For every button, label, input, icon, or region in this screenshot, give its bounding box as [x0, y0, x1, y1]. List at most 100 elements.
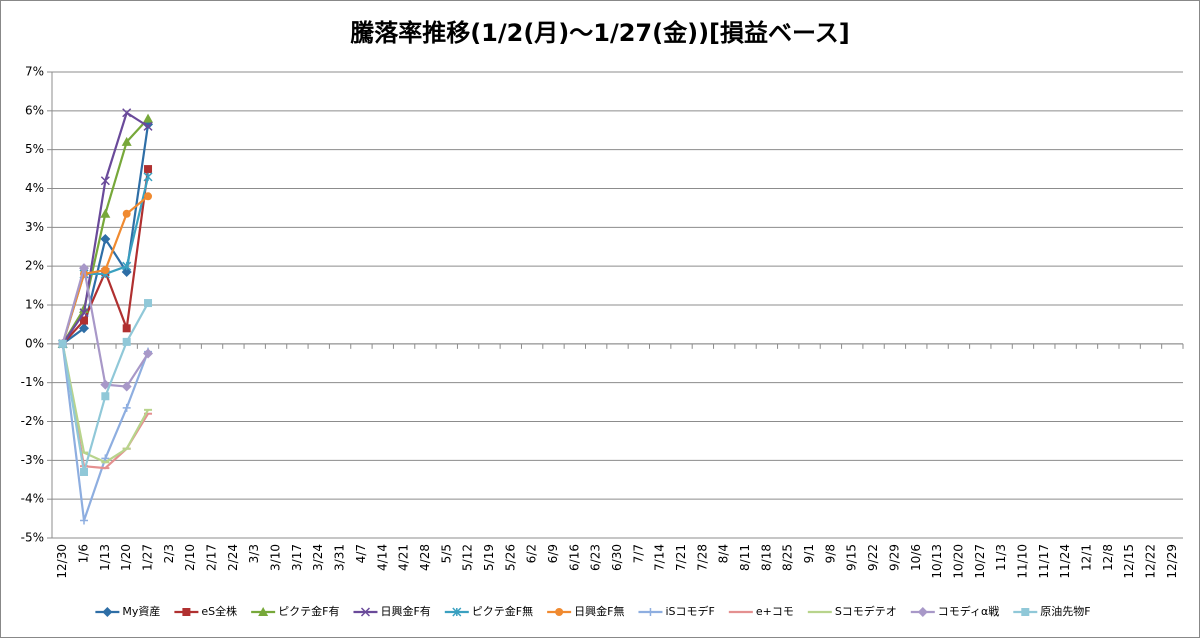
legend-item: ピクテ金F無: [444, 604, 533, 618]
y-tick-label: 0%: [25, 336, 44, 350]
x-tick-label: 8/25: [781, 544, 795, 571]
marker: [100, 208, 111, 218]
legend-item: Sコモデテオ: [807, 604, 897, 618]
marker: [122, 209, 131, 218]
legend-item: iSコモデF: [638, 604, 715, 618]
y-tick-label: 6%: [25, 103, 44, 117]
marker: [144, 299, 153, 308]
marker: [80, 516, 89, 525]
marker: [122, 324, 131, 333]
x-tick-label: 3/17: [290, 544, 304, 571]
x-tick-label: 11/17: [1037, 544, 1051, 579]
legend-label: ピクテ金F無: [472, 604, 533, 618]
x-tick-label: 6/30: [610, 544, 624, 571]
y-tick-label: -3%: [21, 453, 44, 467]
legend-label: e+コモ: [756, 605, 794, 618]
marker: [1021, 608, 1030, 616]
x-tick-label: 4/21: [397, 544, 411, 571]
marker: [58, 339, 67, 348]
x-tick-label: 1/27: [141, 544, 155, 571]
legend-item: 日興金F無: [547, 604, 624, 618]
y-tick-label: 7%: [25, 65, 44, 79]
marker: [258, 607, 269, 616]
x-tick-label: 9/8: [823, 544, 837, 563]
x-tick-label: 2/17: [205, 544, 219, 571]
marker: [101, 392, 110, 401]
y-tick-label: 2%: [25, 259, 44, 273]
marker: [121, 381, 132, 392]
marker: [102, 607, 113, 617]
x-tick-label: 4/7: [354, 544, 368, 563]
legend-label: iSコモデF: [665, 604, 714, 618]
x-tick-label: 1/6: [77, 544, 91, 563]
legend-label: 日興金F有: [380, 604, 430, 618]
x-tick-label: 5/5: [439, 544, 453, 563]
x-tick-label: 9/15: [845, 544, 859, 571]
x-tick-label: 12/8: [1101, 544, 1115, 571]
legend-label: コモディα戦: [938, 604, 999, 618]
legend-label: My資産: [122, 605, 160, 618]
x-tick-label: 4/14: [375, 544, 389, 571]
x-tick-label: 3/31: [333, 544, 347, 571]
x-tick-label: 12/1: [1079, 544, 1093, 571]
x-tick-label: 6/9: [546, 544, 560, 563]
x-tick-label: 2/10: [183, 544, 197, 571]
x-tick-label: 3/10: [269, 544, 283, 571]
legend-item: My資産: [95, 605, 160, 618]
marker: [144, 192, 153, 201]
legend-label: ピクテ金F有: [278, 604, 339, 618]
marker: [122, 261, 132, 271]
legend-item: コモディα戦: [910, 604, 999, 618]
x-tick-label: 7/7: [631, 544, 645, 563]
x-tick-label: 8/11: [738, 544, 752, 571]
chart-title: 騰落率推移(1/2(月)～1/27(金))[損益ベース]: [350, 19, 850, 47]
marker: [79, 263, 90, 274]
y-tick-label: -1%: [21, 375, 44, 389]
legend-label: Sコモデテオ: [835, 604, 897, 618]
x-tick-label: 4/28: [418, 544, 432, 571]
y-tick-label: -4%: [21, 492, 44, 506]
x-tick-label: 6/16: [567, 544, 581, 571]
legend-item: 日興金F有: [353, 604, 431, 618]
x-tick-label: 9/1: [802, 544, 816, 563]
legend-item: ピクテ金F有: [251, 604, 339, 618]
legend-item: eS全株: [174, 604, 237, 618]
y-tick-label: 4%: [25, 181, 44, 195]
x-tick-label: 10/27: [973, 544, 987, 579]
x-tick-label: 11/24: [1058, 544, 1072, 579]
marker: [101, 266, 110, 275]
x-tick-label: 12/22: [1143, 544, 1157, 579]
marker: [122, 337, 131, 346]
marker: [143, 348, 154, 359]
marker: [360, 607, 371, 617]
x-tick-label: 1/13: [98, 544, 112, 571]
x-tick-label: 5/12: [461, 544, 475, 571]
x-tick-label: 8/4: [717, 544, 731, 563]
marker: [143, 121, 153, 131]
x-tick-label: 2/3: [162, 544, 176, 563]
x-tick-label: 11/3: [994, 544, 1008, 571]
x-tick-label: 2/24: [226, 544, 240, 571]
x-tick-label: 12/29: [1165, 544, 1179, 579]
x-tick-label: 5/19: [482, 544, 496, 571]
marker: [79, 323, 90, 334]
x-tick-label: 10/6: [909, 544, 923, 571]
x-tick-label: 3/24: [311, 544, 325, 571]
marker: [646, 608, 655, 616]
x-tick-label: 6/2: [525, 544, 539, 563]
marker: [122, 108, 132, 118]
marker: [144, 165, 153, 174]
x-tick-label: 9/29: [887, 544, 901, 571]
x-tick-label: 9/22: [866, 544, 880, 571]
x-tick-label: 7/28: [695, 544, 709, 571]
marker: [100, 176, 110, 186]
y-tick-label: -5%: [21, 531, 44, 545]
legend-label: 原油先物F: [1040, 604, 1090, 618]
marker: [452, 607, 462, 617]
marker: [143, 113, 154, 123]
marker: [80, 316, 89, 325]
y-tick-label: 1%: [25, 298, 44, 312]
marker: [917, 607, 928, 617]
x-tick-label: 6/23: [589, 544, 603, 571]
